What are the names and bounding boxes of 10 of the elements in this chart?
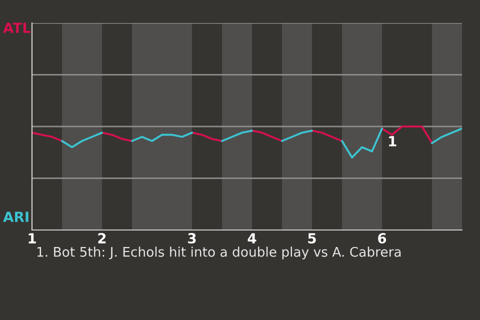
x-tick-label: 2 — [98, 233, 106, 244]
text: ARI — [3, 212, 28, 222]
text: 1. Bot 5th: J. Echols hit into a double play vs A. Cabrera — [37, 246, 401, 260]
x-tick-label: 1 — [28, 233, 36, 244]
text: ATL — [3, 22, 31, 33]
x-tick-label: 5 — [308, 233, 316, 244]
x-tick-label: 3 — [188, 233, 196, 244]
x-tick-label: 6 — [378, 233, 386, 244]
annotation: 1 — [389, 136, 396, 146]
x-tick-label: 4 — [248, 233, 256, 244]
